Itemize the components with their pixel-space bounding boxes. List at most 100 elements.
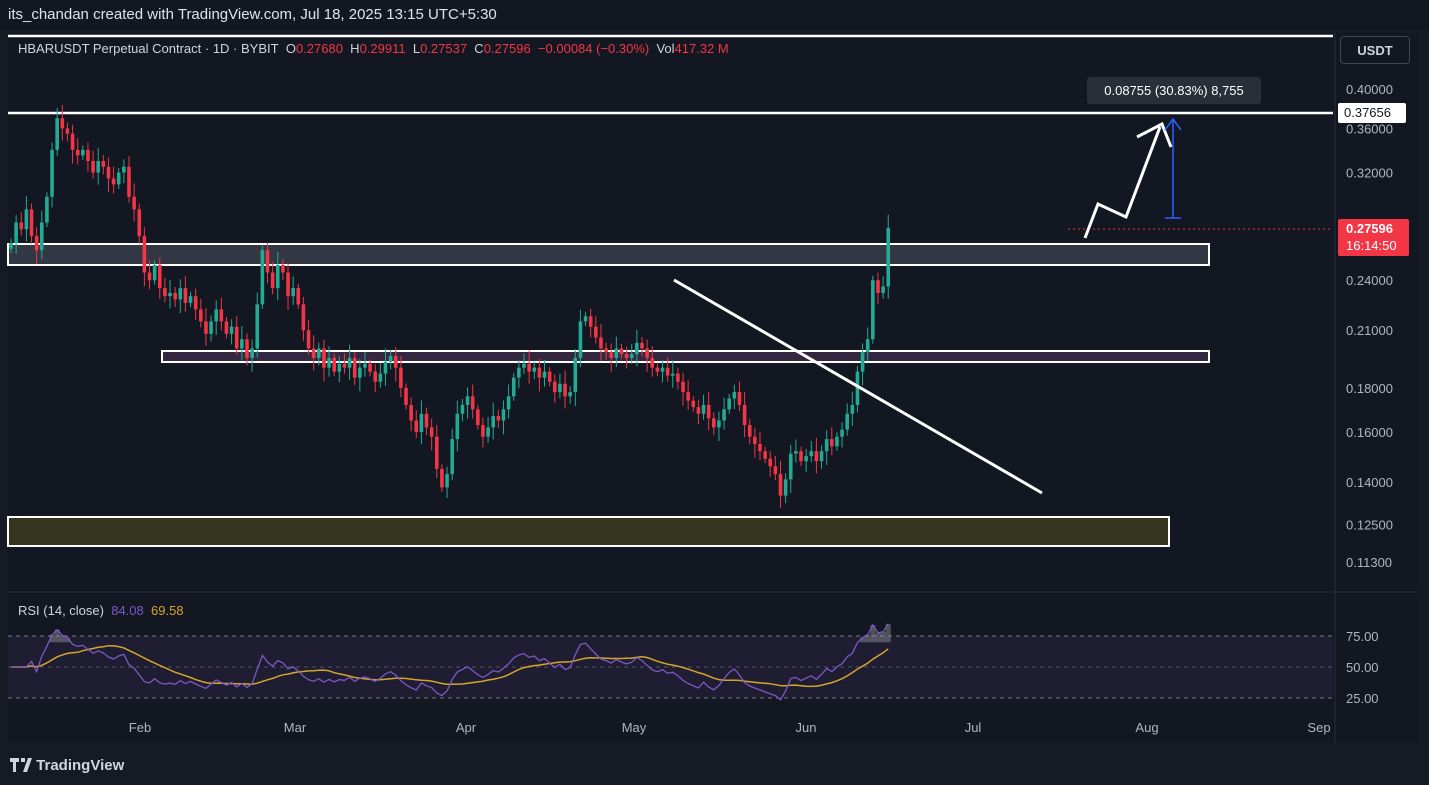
candle-body (624, 354, 629, 358)
candle-body (142, 236, 147, 273)
candle-body (45, 196, 49, 223)
support-zone (7, 516, 1170, 547)
candle-body (758, 443, 762, 452)
footer (0, 748, 1429, 785)
candle-body (70, 133, 75, 150)
candle-body (604, 348, 608, 353)
candle-body (409, 404, 413, 421)
price-chart[interactable]: 0.40000 0.36000 0.32000 0.24000 0.21000 0.180… (0, 0, 1429, 748)
candle-body (542, 371, 547, 378)
change-value: −0.00084 (−0.30%) (537, 41, 650, 56)
candle-body (434, 436, 439, 469)
attribution-caption: its_chandan created with TradingView.com… (0, 0, 1429, 30)
candle-body (163, 288, 167, 297)
candle-body (696, 407, 701, 414)
candle-body (876, 280, 880, 293)
candle-body (311, 348, 316, 358)
candle-body (712, 418, 716, 428)
candle-body (440, 468, 444, 488)
candle-body (281, 264, 285, 273)
candle-body (783, 479, 788, 496)
candle-body (629, 354, 634, 358)
month-tick-label: Jul (965, 720, 982, 735)
volume-label: Vol (656, 41, 675, 56)
candle-body (424, 413, 429, 428)
month-tick-label: Aug (1135, 720, 1158, 735)
candle-body (234, 326, 239, 349)
candle-body (255, 304, 260, 349)
symbol-legend[interactable]: HBARUSDT Perpetual Contract · 1D · BYBIT… (18, 41, 729, 56)
month-tick-label: Mar (284, 720, 307, 735)
currency-button[interactable]: USDT (1340, 36, 1410, 64)
candle-body (193, 296, 198, 310)
candle-body (265, 250, 270, 273)
candle-body (404, 387, 408, 405)
candle-body (763, 451, 767, 459)
candles (9, 104, 891, 508)
tradingview-logo[interactable]: TradingView (10, 757, 124, 774)
candle-body (717, 420, 721, 428)
candle-body (245, 339, 249, 358)
candle-body (132, 196, 136, 210)
candle-body (363, 363, 367, 368)
tradingview-brand: TradingView (36, 757, 125, 774)
candle-body (122, 166, 126, 173)
candle-body (476, 409, 480, 426)
candle-body (460, 404, 465, 414)
candle-body (414, 420, 419, 433)
candle-body (614, 348, 619, 358)
candle-body (275, 264, 280, 289)
rsi-band (8, 636, 1333, 698)
candle-body (450, 439, 454, 475)
candle-body (147, 272, 152, 281)
high-label: H (350, 41, 360, 56)
candle-body (850, 404, 855, 414)
candle-body (773, 466, 778, 475)
candle-body (568, 392, 572, 397)
rsi-legend[interactable]: RSI (14, close) 84.08 69.58 (18, 603, 184, 618)
candle-body (794, 451, 798, 454)
rsi-label: RSI (14, close) (18, 603, 104, 618)
low-label: L (412, 41, 421, 56)
candle-body (291, 288, 295, 297)
candle-body (573, 357, 578, 393)
candle-body (835, 436, 839, 447)
candle-body (209, 321, 213, 334)
candle-body (75, 149, 80, 156)
candle-body (19, 222, 24, 230)
rsi-tick-label: 25.00 (1346, 691, 1379, 706)
candle-body (809, 451, 814, 457)
tradingview-logo-icon (10, 758, 32, 772)
candle-body (840, 429, 844, 437)
resistance-tag: 0.37656 (1344, 105, 1391, 120)
low-value: 0.27537 (420, 41, 468, 56)
candle-body (691, 400, 696, 408)
candle-body (86, 149, 90, 162)
price-tick-label: 0.12500 (1346, 517, 1393, 532)
downtrend-line (673, 278, 1043, 495)
month-tick-label: Sep (1307, 720, 1330, 735)
candle-body (60, 118, 65, 129)
month-tick-label: Jun (796, 720, 817, 735)
candle-body (96, 161, 101, 173)
candle-body (383, 361, 388, 374)
candle-body (727, 398, 731, 410)
candle-body (742, 404, 747, 426)
candle-body (722, 409, 726, 421)
candle-body (399, 367, 403, 388)
candle-body (219, 309, 224, 322)
open-value: 0.27680 (295, 41, 343, 56)
candle-body (317, 348, 321, 358)
candle-body (152, 264, 157, 281)
price-tick-label: 0.32000 (1346, 166, 1393, 181)
resistance-tag-bg (1338, 103, 1406, 123)
candle-body (768, 458, 773, 467)
price-tick-label: 0.11300 (1346, 555, 1392, 570)
month-tick-label: Apr (456, 720, 477, 735)
candle-body (537, 367, 542, 378)
candle-body (501, 409, 506, 421)
volume-value: 417.32 M (674, 41, 729, 56)
candle-body (419, 413, 424, 433)
candle-body (737, 392, 742, 405)
candle-body (393, 356, 398, 368)
